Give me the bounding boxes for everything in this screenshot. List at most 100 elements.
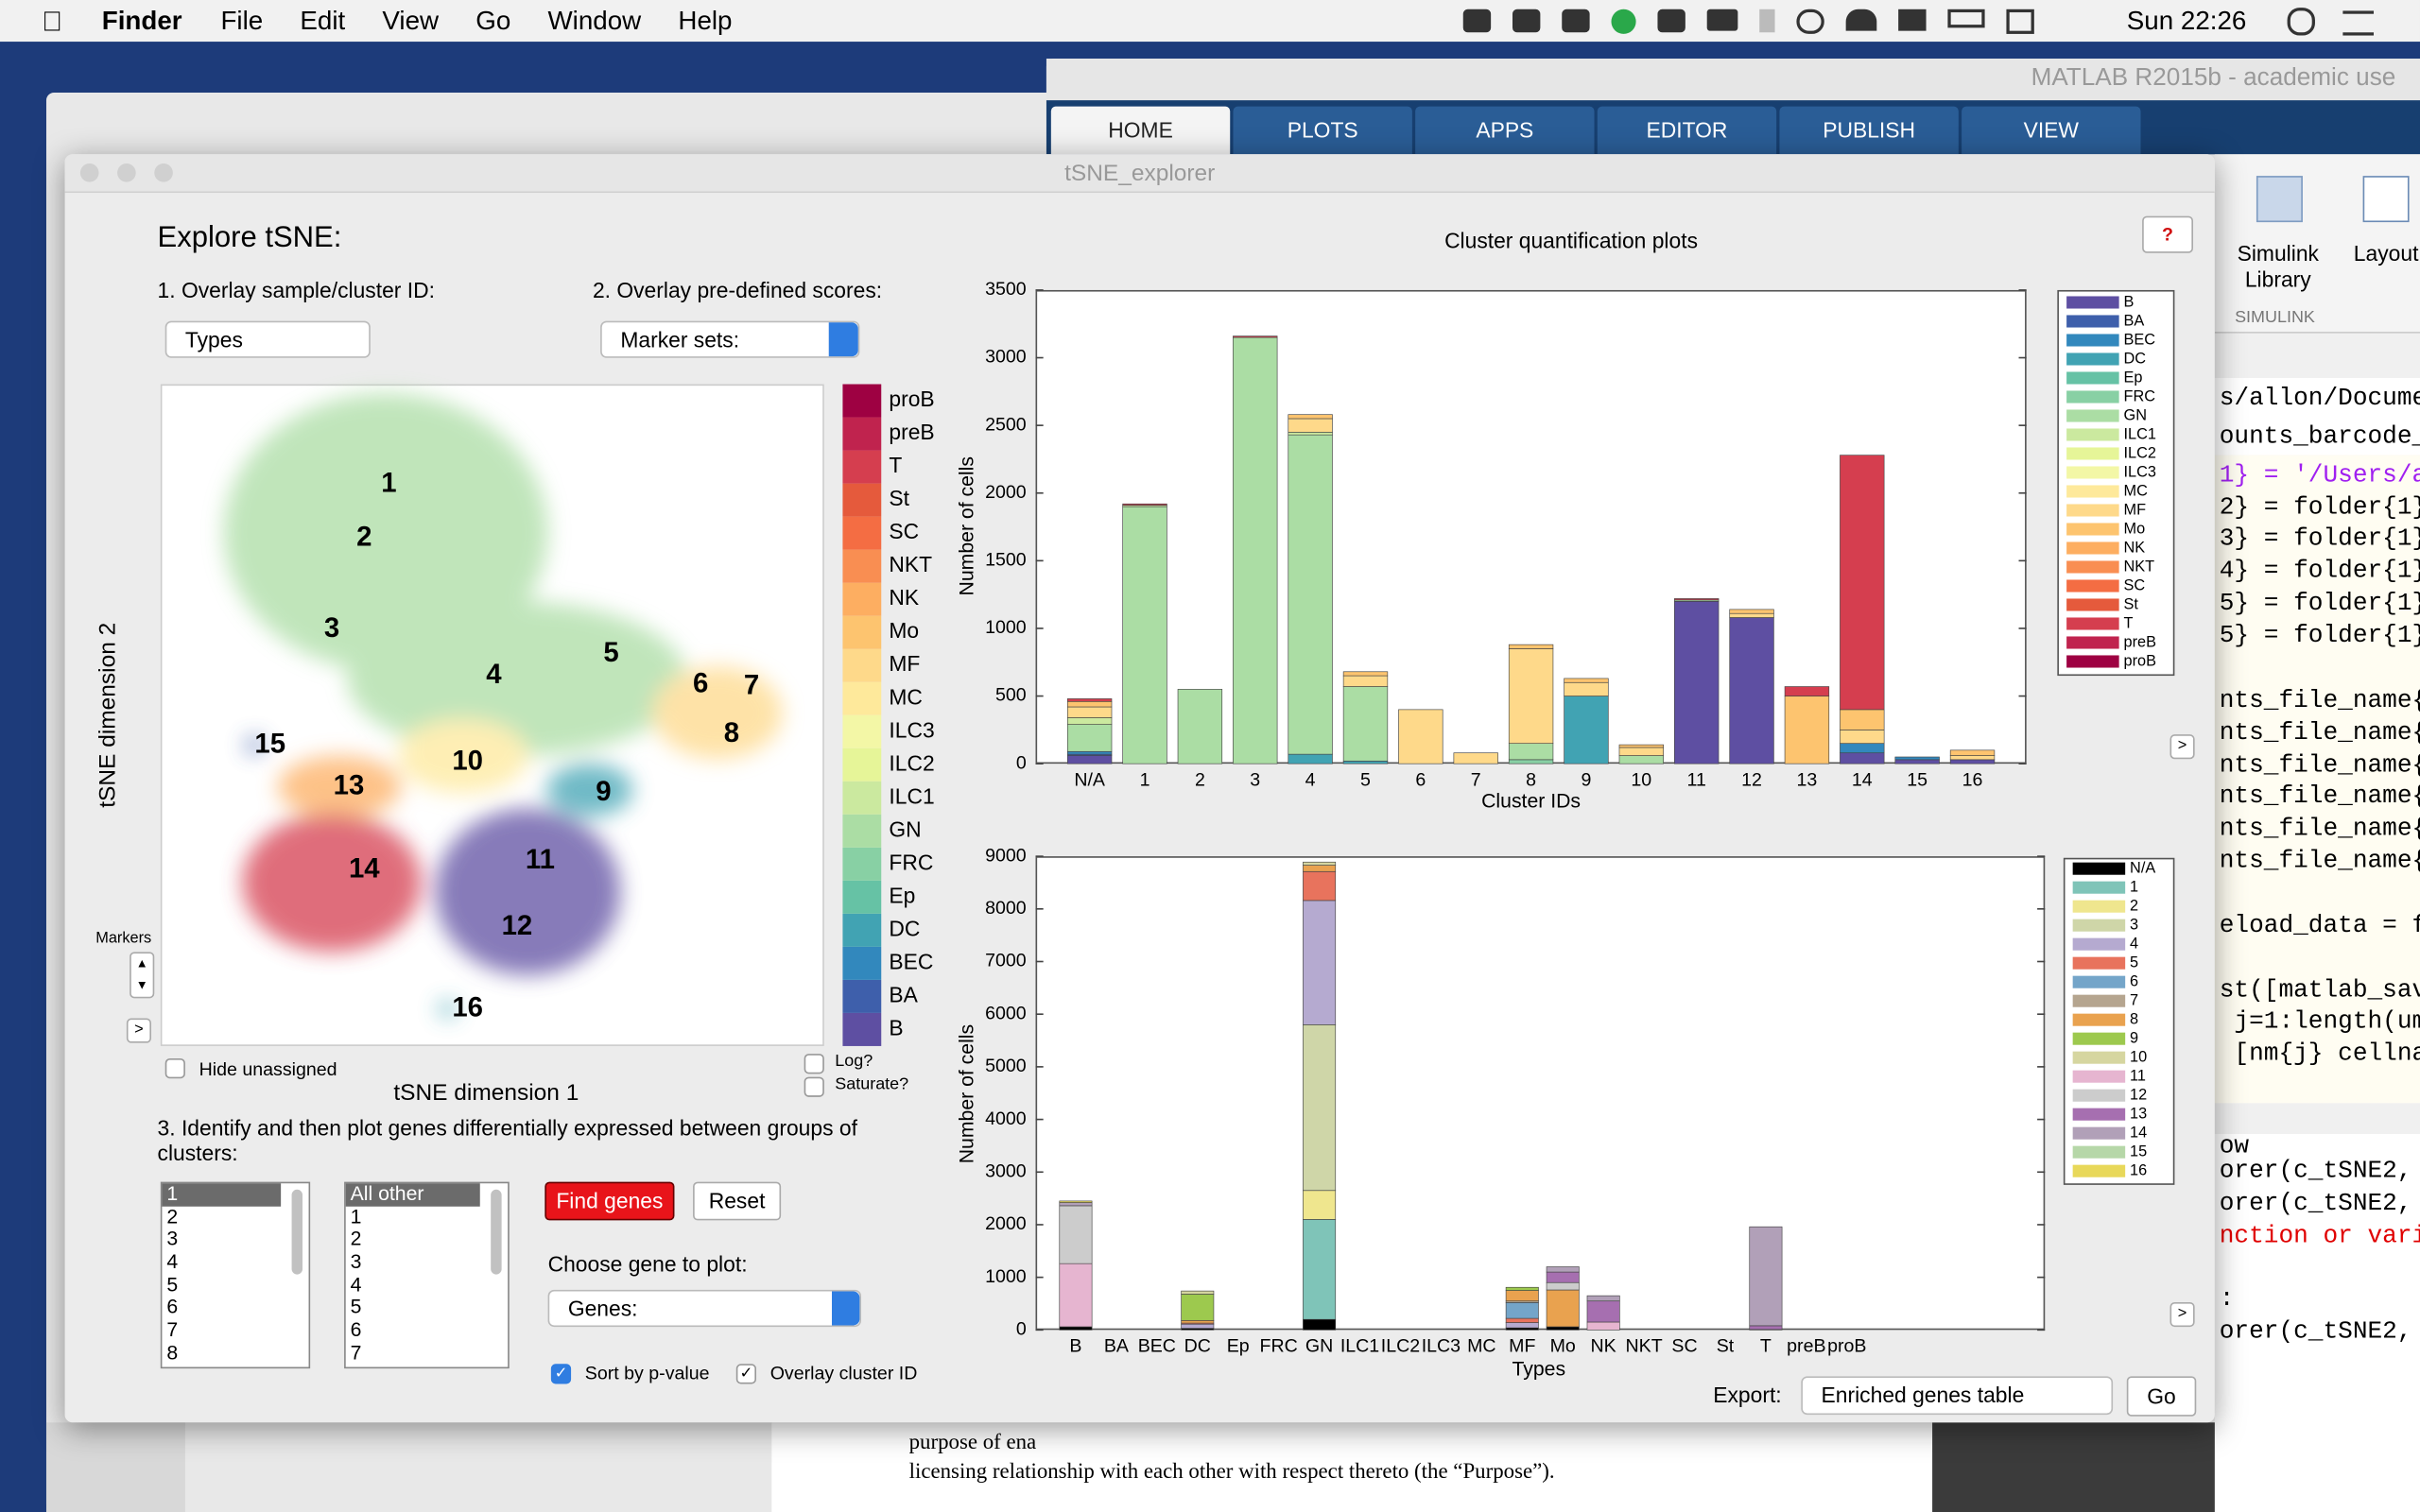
colorbar-label: preB xyxy=(889,420,934,444)
go-button[interactable]: Go xyxy=(2126,1376,2197,1417)
list-item[interactable]: 2 xyxy=(350,1227,362,1251)
colorbar-label: ILC3 xyxy=(889,717,934,742)
search-icon[interactable] xyxy=(2287,8,2315,36)
list-item[interactable]: 1 xyxy=(162,1182,282,1207)
reset-button[interactable]: Reset xyxy=(693,1181,782,1221)
legend-swatch xyxy=(2072,956,2126,970)
code-line: nts_file_name{ xyxy=(2219,847,2420,875)
legend-swatch xyxy=(2066,409,2119,422)
y-axis-label: Number of cells xyxy=(956,456,977,595)
log-checkbox[interactable] xyxy=(804,1054,824,1074)
x-tick-label: Ep xyxy=(1227,1335,1250,1356)
bar-segment xyxy=(1729,617,1774,765)
colorbar-label: proB xyxy=(889,387,934,411)
bar-segment xyxy=(1546,1326,1580,1331)
gene-select[interactable]: Genes: xyxy=(547,1289,862,1328)
list-item[interactable]: 5 xyxy=(350,1295,362,1318)
score-select[interactable]: Marker sets: xyxy=(600,320,860,358)
list-item[interactable]: 3 xyxy=(350,1249,362,1274)
cluster-label: 14 xyxy=(349,853,380,885)
bar-segment xyxy=(1303,1190,1337,1220)
list-item[interactable]: 5 xyxy=(166,1272,179,1297)
heading: Explore tSNE: xyxy=(157,222,342,255)
saturate-label: Saturate? xyxy=(835,1074,909,1094)
menu-item[interactable]: Edit xyxy=(300,6,346,36)
legend-label: MC xyxy=(2124,482,2149,499)
layout-icon[interactable] xyxy=(2362,176,2410,223)
x-tick-label: proB xyxy=(1827,1335,1866,1356)
legend-swatch xyxy=(2072,1164,2126,1177)
apple-icon[interactable]:  xyxy=(42,7,62,39)
x-tick-label: 15 xyxy=(1907,769,1927,790)
export-select[interactable]: Enriched genes table xyxy=(1801,1376,2114,1416)
list-item[interactable]: 7 xyxy=(166,1317,179,1341)
bar-segment xyxy=(1303,1318,1337,1331)
legend-swatch xyxy=(2072,900,2126,913)
x-tick-label: GN xyxy=(1305,1335,1333,1356)
list-item[interactable]: 7 xyxy=(350,1340,362,1364)
x-tick-label: B xyxy=(1069,1335,1081,1356)
menu-item[interactable]: Go xyxy=(475,6,511,36)
help-button[interactable]: ? xyxy=(2142,215,2193,253)
clock[interactable]: Sun 22:26 xyxy=(2126,6,2247,36)
bar-segment xyxy=(1066,698,1113,702)
expand-button[interactable]: > xyxy=(2169,734,2195,760)
menu-item[interactable]: File xyxy=(220,6,264,36)
matlab-tab[interactable]: EDITOR xyxy=(1597,106,1777,155)
matlab-tab[interactable]: PLOTS xyxy=(1233,106,1412,155)
marker-stepper[interactable]: ▲ ▼ xyxy=(130,952,155,999)
matlab-tab[interactable]: APPS xyxy=(1415,106,1595,155)
hide-checkbox[interactable] xyxy=(164,1057,185,1079)
legend-swatch xyxy=(2066,466,2119,479)
list-item[interactable]: 8 xyxy=(166,1340,179,1364)
list-item[interactable]: 1 xyxy=(350,1204,362,1228)
code-line: 5} = folder{1} xyxy=(2219,621,2420,650)
expand-button[interactable]: > xyxy=(126,1018,151,1043)
legend-swatch xyxy=(2072,1126,2126,1140)
x-tick-label: DC xyxy=(1184,1335,1211,1356)
list-item[interactable]: 4 xyxy=(350,1272,362,1297)
legend-label: ILC2 xyxy=(2124,444,2156,461)
saturate-checkbox[interactable] xyxy=(804,1076,824,1097)
toolstrip-button[interactable]: Layout xyxy=(2353,240,2419,266)
menu-item[interactable]: Window xyxy=(547,6,642,36)
expand-button[interactable]: > xyxy=(2169,1301,2195,1328)
cluster-select[interactable]: Types xyxy=(164,320,371,358)
matlab-tab[interactable]: VIEW xyxy=(1962,106,2141,155)
overlay-checkbox[interactable]: ✓ xyxy=(735,1364,756,1384)
matlab-tab[interactable]: PUBLISH xyxy=(1779,106,1959,155)
bar-segment xyxy=(1505,1286,1539,1291)
find-genes-button[interactable]: Find genes xyxy=(544,1181,675,1221)
legend-label: ILC1 xyxy=(2124,425,2156,442)
toolstrip-button[interactable]: Simulink Library xyxy=(2237,240,2319,292)
window-controls xyxy=(79,163,173,182)
group2-list[interactable]: All other 1 2 3 4 5 6 7 xyxy=(344,1181,510,1369)
app-name[interactable]: Finder xyxy=(101,6,182,36)
list-item[interactable]: 6 xyxy=(166,1295,179,1318)
overlay-label: Overlay cluster ID xyxy=(769,1362,918,1384)
legend-swatch xyxy=(2066,655,2119,668)
code-line: nts_file_name{ xyxy=(2219,686,2420,714)
cluster-label: 10 xyxy=(452,745,483,776)
sort-checkbox[interactable]: ✓ xyxy=(550,1364,572,1384)
legend-label: 4 xyxy=(2130,935,2138,952)
list-item[interactable]: 6 xyxy=(350,1317,362,1341)
simulink-icon[interactable] xyxy=(2256,176,2303,223)
bar-segment xyxy=(1586,1300,1620,1323)
list-item[interactable]: 2 xyxy=(166,1204,179,1228)
y-tick-label: 3000 xyxy=(985,1160,1027,1181)
x-tick-label: 12 xyxy=(1741,769,1762,790)
menu-item[interactable]: View xyxy=(382,6,440,36)
bar-segment xyxy=(1303,865,1337,872)
legend-swatch xyxy=(2066,315,2119,328)
menu-item[interactable]: Help xyxy=(678,6,733,36)
list-item[interactable]: 3 xyxy=(166,1227,179,1251)
list-item[interactable]: All other xyxy=(345,1182,480,1207)
bar-segment xyxy=(1066,755,1113,765)
bar-segment xyxy=(1508,743,1554,761)
list-item[interactable]: 4 xyxy=(166,1249,179,1274)
notification-icon[interactable] xyxy=(2342,10,2375,36)
matlab-tab[interactable]: HOME xyxy=(1050,106,1231,155)
legend-swatch xyxy=(2066,352,2119,366)
